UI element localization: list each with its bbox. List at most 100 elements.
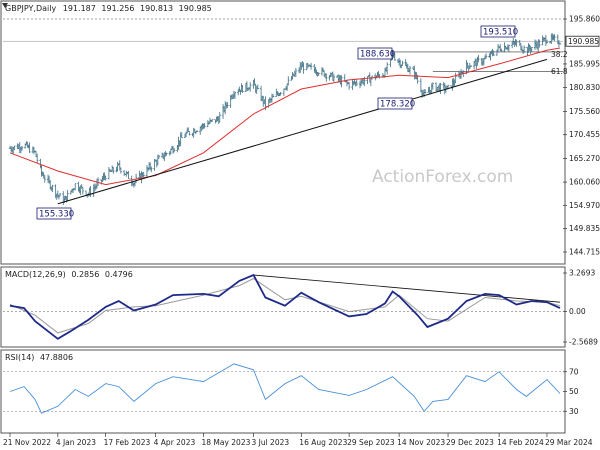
price-bar (74, 183, 77, 191)
price-bar (355, 79, 358, 87)
price-bar (172, 148, 176, 153)
macd-main-line (9, 273, 561, 340)
price-panel-frame (0, 0, 566, 265)
price-bar (226, 102, 229, 108)
price-bar (35, 153, 39, 163)
rsi-reference-lines (3, 371, 563, 412)
price-bar (530, 46, 533, 53)
macd-trendline (253, 274, 561, 303)
last-price-tag: 190.985 (565, 35, 600, 47)
price-y-tick-label: 175.560 (569, 107, 600, 116)
rsi-y-tick-label: 30 (569, 407, 579, 416)
price-reference-lines (3, 18, 563, 73)
price-y-tick-label: 149.835 (569, 224, 600, 233)
price-bar (401, 60, 404, 66)
label-high-193-box (480, 25, 516, 38)
macd-panel-frame (0, 266, 566, 348)
price-bar (393, 53, 396, 61)
watermark: ActionForex.com (372, 167, 513, 187)
macd-name: MACD(12,26,9) (5, 270, 66, 279)
price-bar (157, 154, 161, 159)
price-bar (431, 82, 435, 90)
label-low-178-box (377, 97, 413, 110)
rsi-header: RSI(14) 47.8806 (5, 353, 73, 362)
last-price-box (565, 35, 600, 47)
price-bar (58, 192, 62, 197)
price-bar (112, 166, 115, 174)
rsi-y-axis: 70 50 30 (563, 367, 579, 416)
x-tick-label: 14 Nov 2023 (397, 438, 445, 447)
price-bar (408, 66, 412, 75)
price-bar (538, 39, 541, 48)
collapse-arrow-icon[interactable] (2, 3, 8, 8)
macd-value-1: 0.2856 (71, 270, 99, 279)
price-bar (218, 112, 221, 123)
open-value: 191.187 (63, 4, 96, 13)
price-bars (8, 33, 562, 206)
price-bar (385, 62, 389, 75)
price-bar (203, 123, 206, 129)
price-bar (119, 167, 123, 174)
price-bar (545, 39, 549, 44)
price-bar (294, 68, 298, 77)
price-bar (180, 132, 183, 139)
label-high-188-text: 188.630 (360, 50, 395, 60)
price-y-tick-label: 185.995 (569, 59, 600, 68)
price-bar (249, 82, 252, 92)
price-bar (81, 187, 85, 195)
price-bar (347, 82, 351, 90)
price-y-tick-label: 154.970 (569, 201, 600, 210)
price-y-tick-label: 195.860 (569, 15, 600, 24)
price-bar (20, 146, 24, 151)
close-value: 190.985 (179, 4, 212, 13)
x-tick-label: 21 Nov 2022 (3, 438, 51, 447)
label-low-155-box (36, 207, 72, 220)
low-value: 190.813 (140, 4, 173, 13)
price-y-tick-label: 165.270 (569, 154, 600, 163)
price-bar (500, 48, 503, 52)
price-trendline (57, 58, 548, 205)
rsi-line (9, 363, 561, 414)
price-bar (51, 184, 54, 193)
macd-y-tick-label: -2.5689 (569, 338, 598, 347)
price-bar (279, 92, 282, 96)
rsi-panel-frame (0, 349, 566, 434)
price-y-tick-label: 180.830 (569, 83, 600, 92)
x-tick-label: 17 Feb 2023 (104, 438, 151, 447)
price-bar (325, 73, 328, 82)
macd-header: MACD(12,26,9) 0.2856 0.4796 (5, 270, 133, 279)
price-y-tick-label: 144.715 (569, 248, 600, 257)
price-y-tick-label: 160.060 (569, 178, 600, 187)
price-bar (332, 74, 336, 83)
price-bar (127, 171, 130, 180)
x-axis: 21 Nov 2022 4 Jan 2023 17 Feb 2023 4 Apr 20… (3, 433, 593, 447)
price-bar (233, 91, 237, 99)
price-bar (104, 175, 107, 181)
price-bar (188, 131, 191, 136)
price-bar (484, 53, 488, 59)
price-y-tick-label: 170.455 (569, 130, 600, 139)
macd-signal-line (9, 277, 561, 334)
price-bar (43, 174, 46, 183)
x-tick-label: 29 Mar 2024 (545, 438, 593, 447)
macd-y-tick-label: 3.2693 (569, 269, 595, 278)
x-tick-label: 18 May 2023 (201, 438, 250, 447)
rsi-value: 47.8806 (40, 353, 73, 362)
label-low-178: 178.320 (377, 97, 415, 110)
label-high-188-box (357, 47, 393, 60)
fib-382-label: 38.2 (551, 50, 568, 59)
price-bar (13, 145, 16, 151)
price-bar (424, 89, 427, 94)
price-bar (28, 142, 31, 153)
price-bar (256, 84, 260, 90)
price-bar (553, 33, 556, 42)
price-bar (492, 50, 495, 57)
macd-y-axis: 3.2693 0.00 -2.5689 (563, 269, 598, 347)
high-value: 191.256 (101, 4, 134, 13)
price-bar (507, 44, 511, 52)
price-bar (165, 152, 168, 156)
price-bar (287, 76, 290, 86)
symbol-label: GBPJPY,Daily (5, 4, 56, 13)
x-tick-label: 4 Apr 2023 (154, 438, 196, 447)
